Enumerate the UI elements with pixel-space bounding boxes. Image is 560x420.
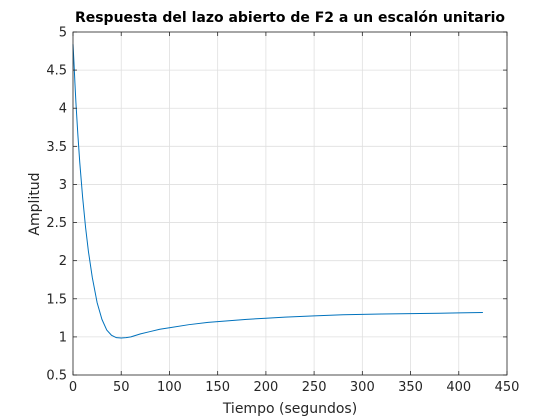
x-tick-label: 450 (495, 380, 520, 395)
ticks (72, 31, 508, 376)
x-tick-label: 250 (302, 380, 327, 395)
y-tick-label: 3 (59, 178, 67, 193)
y-tick-labels: 0.5 1 1.5 2 2.5 3 3.5 4 4.5 5 (46, 26, 67, 384)
y-tick-label: 1 (59, 330, 67, 345)
y-axis-label: Amplitud (27, 172, 43, 235)
y-tick-label: 4.5 (46, 64, 67, 79)
plot-area (73, 32, 507, 375)
x-tick-label: 350 (398, 380, 423, 395)
x-tick-label: 300 (350, 380, 375, 395)
series-line (72, 44, 483, 339)
x-tick-label: 0 (69, 380, 77, 395)
y-tick-label: 2.5 (46, 216, 67, 231)
x-tick-label: 50 (113, 380, 130, 395)
x-tick-label: 200 (253, 380, 278, 395)
series-layer (72, 44, 483, 339)
y-tick-label: 2 (59, 254, 67, 269)
x-tick-label: 400 (446, 380, 471, 395)
y-tick-label: 4 (59, 102, 67, 117)
y-tick-label: 5 (59, 26, 67, 41)
x-tick-label: 150 (205, 380, 230, 395)
plot-frame (72, 31, 508, 376)
chart-title: Respuesta del lazo abierto de F2 a un es… (75, 10, 505, 26)
x-axis-label: Tiempo (segundos) (222, 401, 357, 417)
x-tick-label: 100 (157, 380, 182, 395)
y-tick-label: 3.5 (46, 140, 67, 155)
x-tick-labels: 0 50 100 150 200 250 300 350 400 450 (69, 380, 520, 395)
y-tick-label: 1.5 (46, 292, 67, 307)
y-tick-label: 0.5 (46, 369, 67, 384)
